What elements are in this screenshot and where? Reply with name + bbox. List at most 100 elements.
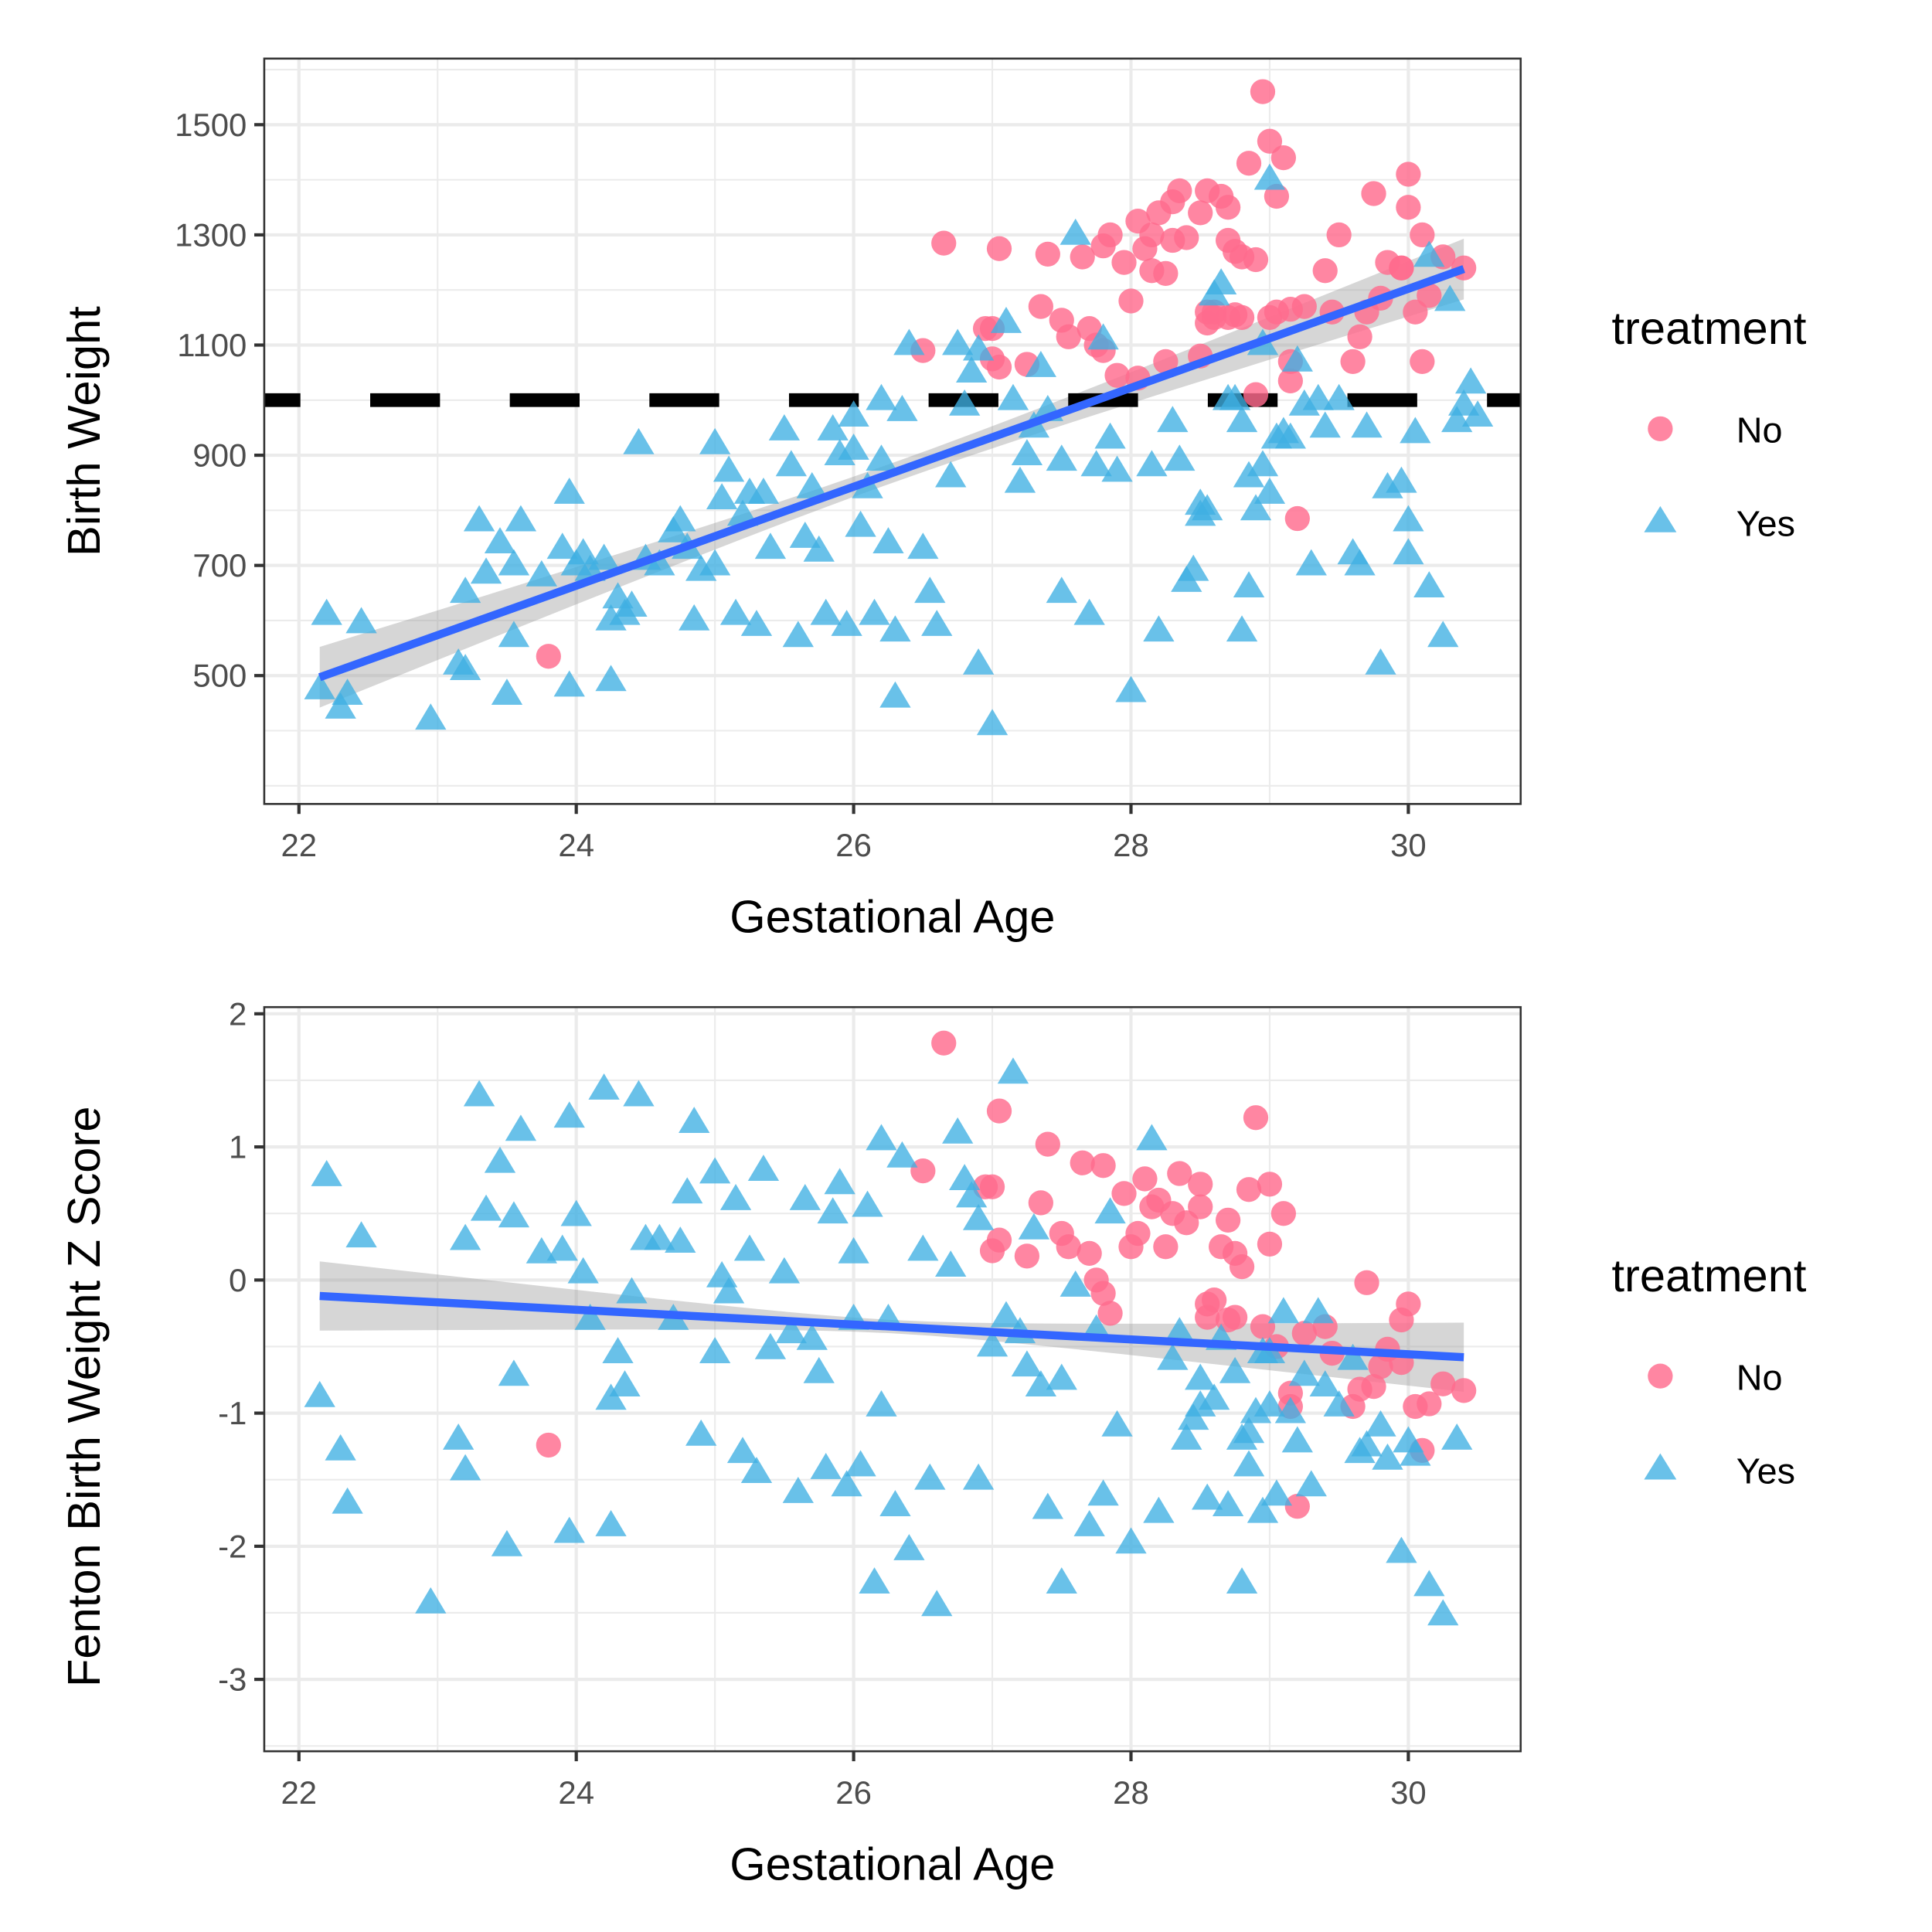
data-point-yes: [1344, 549, 1376, 576]
data-point-yes: [1274, 1396, 1307, 1423]
data-point-yes: [1240, 1396, 1272, 1423]
data-point-yes: [824, 1168, 855, 1195]
data-point-yes: [1101, 1410, 1133, 1437]
legend-label: Yes: [1736, 504, 1795, 544]
data-point-yes: [1441, 1423, 1473, 1450]
data-point-yes: [567, 1257, 599, 1284]
data-point-yes: [449, 577, 481, 604]
data-point-no: [1111, 1181, 1137, 1206]
data-point-yes: [699, 427, 731, 454]
data-point-no: [1361, 181, 1386, 206]
data-point-yes: [1393, 538, 1424, 565]
data-point-yes: [602, 1337, 634, 1363]
y-tick-label: 0: [229, 1262, 247, 1298]
data-point-no: [1417, 283, 1442, 308]
data-point-yes: [665, 505, 696, 532]
data-point-no: [1417, 1391, 1442, 1417]
legend-label: Yes: [1736, 1451, 1795, 1491]
data-point-yes: [1046, 1363, 1077, 1390]
data-point-yes: [1323, 1389, 1355, 1417]
y-tick-label: -3: [218, 1662, 247, 1698]
data-point-yes: [505, 1114, 537, 1141]
data-point-yes: [1226, 1567, 1258, 1594]
data-point-yes: [866, 444, 897, 471]
data-point-yes: [1143, 615, 1175, 642]
data-point-no: [1361, 1374, 1386, 1400]
data-point-yes: [775, 1317, 808, 1344]
data-point-no: [1410, 222, 1435, 248]
data-point-yes: [1060, 218, 1091, 245]
data-point-no: [1090, 1153, 1116, 1179]
data-point-yes: [782, 1476, 814, 1503]
x-tick-label: 30: [1390, 1774, 1427, 1811]
data-point-yes: [955, 356, 988, 383]
grid: [264, 1007, 1521, 1752]
data-point-no: [1139, 222, 1165, 248]
data-point-yes: [1087, 323, 1119, 350]
data-point-yes: [1386, 466, 1417, 493]
data-point-yes: [886, 395, 918, 421]
legend-item-yes: Yes: [1644, 1451, 1795, 1491]
y-tick-label: 1300: [175, 216, 247, 253]
data-point-yes: [740, 1457, 773, 1483]
data-point-no: [1104, 362, 1130, 388]
data-point-yes: [740, 610, 773, 636]
data-point-yes: [1247, 450, 1279, 477]
data-point-yes: [1386, 1536, 1417, 1563]
data-point-yes: [345, 1221, 377, 1248]
data-point-no: [1284, 1494, 1310, 1519]
data-point-no: [536, 644, 561, 669]
data-point-yes: [948, 389, 981, 416]
data-point-yes: [817, 413, 849, 440]
data-point-no: [1250, 79, 1276, 104]
data-point-yes: [1060, 1270, 1091, 1297]
fit-line: [318, 265, 1465, 682]
data-point-yes: [491, 1529, 523, 1556]
legend: treatment No Yes: [1611, 1250, 1806, 1491]
data-point-yes: [1178, 1403, 1209, 1430]
data-point-yes: [866, 383, 897, 410]
data-point-yes: [679, 1107, 710, 1133]
data-point-yes: [588, 543, 620, 570]
data-point-yes: [498, 621, 530, 648]
data-point-no: [1257, 1172, 1283, 1197]
data-point-yes: [942, 328, 974, 355]
data-point-no: [1035, 241, 1060, 267]
data-point-yes: [921, 610, 953, 636]
data-point-yes: [498, 1201, 530, 1228]
data-point-no: [1188, 1194, 1213, 1219]
data-point-yes: [997, 383, 1029, 410]
data-point-no: [931, 1030, 957, 1056]
data-point-yes: [713, 1277, 745, 1304]
data-point-no: [1097, 1301, 1123, 1326]
legend-title: treatment: [1611, 1250, 1806, 1301]
data-point-yes: [1011, 1350, 1043, 1377]
data-point-yes: [1240, 494, 1272, 521]
data-point-yes: [415, 1587, 447, 1614]
data-point-yes: [747, 1155, 780, 1181]
data-point-yes: [1192, 494, 1223, 521]
data-point-no: [986, 1098, 1012, 1124]
data-point-yes: [1212, 1490, 1244, 1517]
data-point-no: [1250, 1314, 1276, 1339]
data-point-no: [1277, 368, 1303, 393]
data-point-yes: [1032, 1492, 1063, 1519]
data-point-no: [1111, 250, 1137, 275]
data-point-yes: [623, 1080, 655, 1107]
data-point-yes: [1448, 389, 1480, 416]
data-point-yes: [1393, 505, 1424, 532]
data-point-yes: [1185, 1363, 1216, 1390]
data-point-yes: [1157, 406, 1189, 433]
data-point-yes: [1025, 351, 1057, 377]
data-point-yes: [962, 1203, 995, 1230]
y-tick-label: 700: [192, 547, 247, 583]
y-tick-label: 500: [192, 658, 247, 694]
data-point-yes: [733, 1234, 766, 1261]
data-point-yes: [997, 1057, 1029, 1084]
data-point-yes: [553, 477, 585, 504]
data-point-yes: [616, 1277, 648, 1304]
y-tick-label: 900: [192, 437, 247, 474]
fit-line-layer: [318, 265, 1465, 682]
data-point-yes: [810, 1452, 842, 1479]
data-point-no: [1284, 505, 1310, 532]
